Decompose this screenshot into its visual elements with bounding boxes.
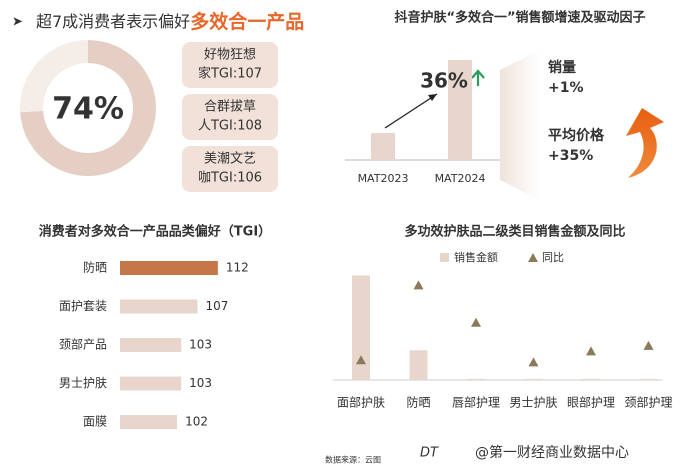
donut-segment: [20, 40, 156, 176]
headline-highlight: 多效合一产品: [190, 10, 304, 33]
bullet-icon: ➤: [12, 15, 23, 30]
persona-text: 咖TGI:106: [198, 171, 262, 186]
y-tick-label: 男士护肤: [59, 375, 107, 390]
persona-box: [182, 94, 278, 140]
x-tick-label: 唇部护理: [452, 395, 500, 410]
source-note: 数据来源：云图: [325, 455, 381, 465]
triangle-marker: [528, 357, 539, 367]
persona-text: 家TGI:107: [198, 66, 262, 82]
persona-text: 好物狂想: [204, 47, 256, 63]
bar: [524, 378, 543, 380]
bar: [467, 378, 485, 380]
bar: [371, 133, 395, 160]
growth-label: 36%: [420, 69, 468, 93]
value-label: 103: [189, 376, 212, 390]
chart-title: 多功效护肤品二级类目销售金额及同比: [404, 224, 625, 240]
persona-text: 人TGI:108: [198, 119, 262, 134]
y-tick-label: 防晒: [83, 260, 107, 275]
driver-backdrop: [500, 50, 540, 200]
x-tick-label: MAT2024: [435, 172, 486, 185]
bar: [352, 275, 370, 380]
chart-title: 消费者对多效合一产品品类偏好（TGI）: [39, 224, 271, 240]
chart-title: 抖音护肤“多效合一”销售额增速及驱动因子: [394, 10, 645, 26]
persona-box: [182, 146, 278, 192]
persona-text: 美潮文艺: [204, 152, 256, 167]
x-tick-label: 面部护肤: [337, 395, 385, 410]
driver-label: 平均价格: [548, 127, 605, 144]
bar: [448, 60, 472, 160]
watermark: @第一财经商业数据中心: [475, 444, 629, 461]
triangle-marker: [413, 280, 424, 290]
value-label: 103: [189, 338, 212, 352]
persona-text: 合群拔草: [204, 100, 256, 115]
legend-marker: [528, 253, 538, 262]
x-tick-label: MAT2023: [358, 172, 409, 185]
triangle-marker: [643, 340, 654, 350]
headline-text: 超7成消费者表示偏好: [36, 12, 190, 31]
legend-marker: [440, 253, 449, 262]
driver-arrow: [626, 108, 664, 178]
y-tick-label: 面膜: [83, 415, 107, 429]
driver-label: 销量: [548, 59, 576, 76]
bar: [582, 378, 600, 380]
value-label: 107: [205, 299, 228, 313]
bar: [120, 376, 182, 391]
logo: DT: [420, 446, 439, 461]
bar: [639, 378, 658, 380]
donut-label: 74%: [52, 92, 124, 127]
bar: [120, 299, 198, 314]
bar: [120, 415, 178, 429]
headline: 超7成消费者表示偏好多效合一产品: [36, 10, 304, 33]
triangle-marker: [586, 346, 596, 356]
bar: [409, 350, 428, 380]
growth-arrow: [384, 93, 438, 129]
legend-label: 同比: [542, 251, 564, 264]
up-arrow: [471, 69, 485, 86]
persona-box: [182, 42, 278, 88]
growth-arrow-head: [428, 94, 437, 101]
driver-value: +1%: [548, 80, 584, 96]
donut-segment: [19, 40, 88, 113]
triangle-marker: [471, 317, 481, 327]
legend-label: 销售金额: [454, 250, 498, 264]
value-label: 112: [226, 261, 249, 275]
bar: [120, 261, 218, 275]
x-tick-label: 眼部护理: [567, 395, 615, 410]
value-label: 102: [185, 415, 208, 429]
y-tick-label: 颈部产品: [59, 337, 107, 352]
driver-value: +35%: [548, 148, 593, 164]
bar: [120, 338, 182, 352]
x-tick-label: 男士护肤: [509, 395, 557, 410]
triangle-marker: [356, 355, 366, 365]
x-tick-label: 颈部护理: [624, 395, 672, 410]
x-tick-label: 防晒: [406, 395, 430, 410]
y-tick-label: 面护套装: [59, 299, 107, 313]
